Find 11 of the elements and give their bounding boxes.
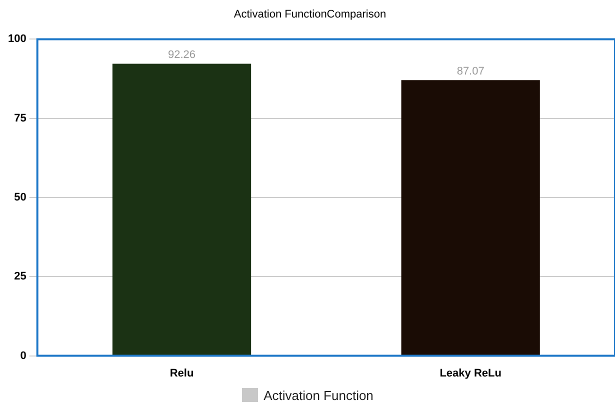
y-tick-label: 75: [14, 112, 26, 124]
y-tick-label: 0: [20, 350, 26, 362]
y-tick-label: 100: [8, 33, 26, 46]
y-tick-label: 25: [14, 270, 26, 283]
data-label: 87.07: [456, 66, 484, 78]
x-tick-label: Leaky ReLu: [440, 367, 502, 380]
text: Activation Function: [264, 388, 374, 402]
x-tick-label: Relu: [170, 367, 194, 380]
y-tick-label: 50: [14, 192, 26, 204]
chart-title: Activation FunctionComparison: [234, 8, 386, 21]
data-label: 92.26: [168, 49, 196, 62]
